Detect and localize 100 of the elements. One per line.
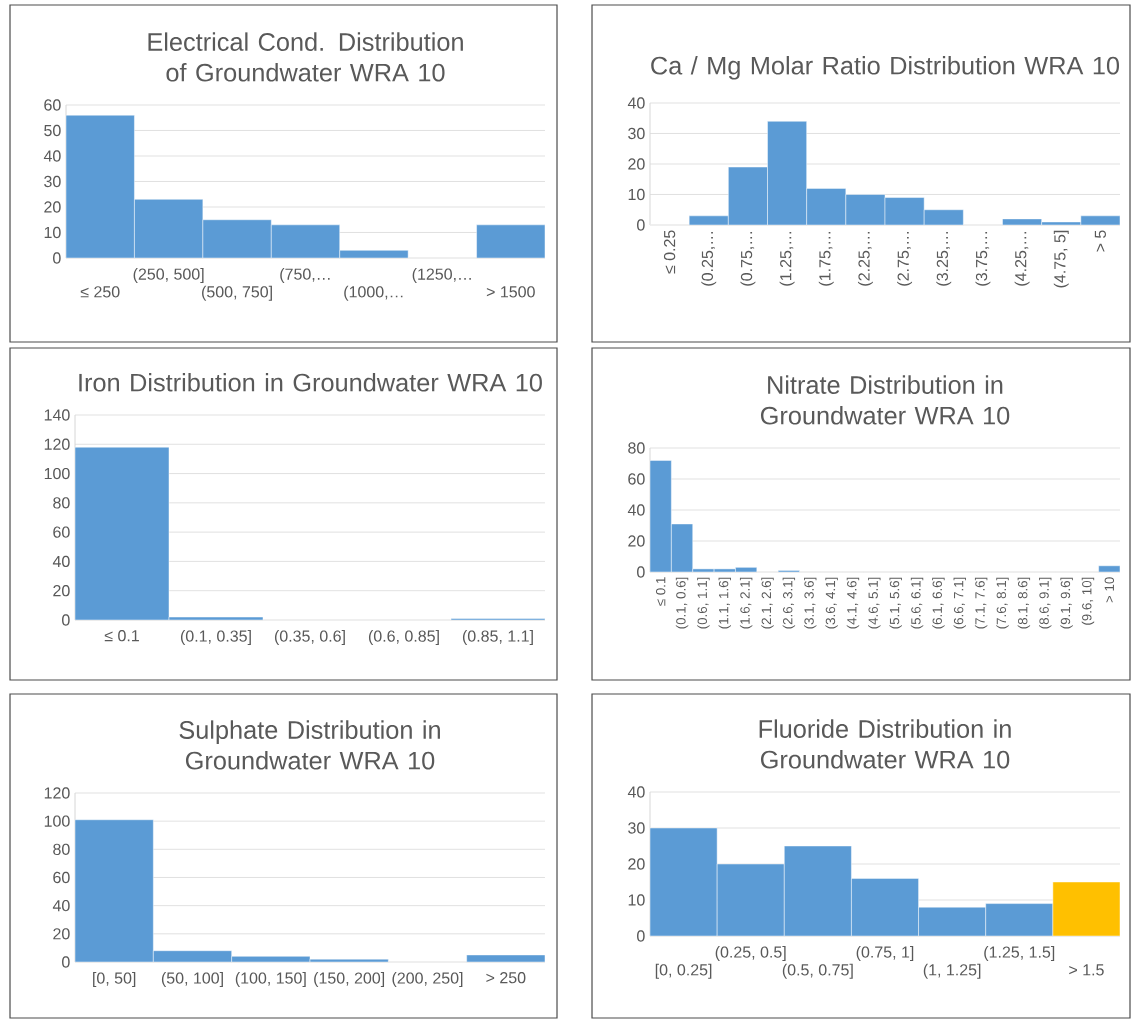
x-tick-label: ≤ 250 xyxy=(80,286,120,298)
chart-title: Electrical Cond. Distribution of Groundwater WRA 10 xyxy=(148,32,463,82)
x-tick-label: (3.6, 4.1] xyxy=(825,577,838,629)
y-tick-label: 100 xyxy=(44,815,70,827)
y-tick-label: 60 xyxy=(53,526,70,538)
x-tick-label: [0, 50] xyxy=(93,972,136,987)
x-tick-label: (0.75, 1] xyxy=(856,946,914,961)
chart-title: Nitrate Distribution in Groundwater WRA 10 xyxy=(760,375,1010,425)
y-tick-label: 20 xyxy=(628,858,645,870)
x-tick-label: (4.1, 4.6] xyxy=(846,577,860,629)
x-tick-label: (2.25,… xyxy=(857,231,873,286)
y-tick-label: 0 xyxy=(637,566,645,578)
x-tick-label: (9.6, 10] xyxy=(1081,577,1095,625)
x-tick-label: (2.75,… xyxy=(897,231,913,286)
x-tick-label: (1250,… xyxy=(412,268,471,283)
y-tick-label: 0 xyxy=(637,219,645,231)
y-tick-label: 0 xyxy=(62,614,70,626)
x-tick-label: (250, 500] xyxy=(133,268,204,283)
y-tick-label: 20 xyxy=(53,585,70,597)
y-tick-label: 80 xyxy=(53,843,70,855)
y-tick-label: 0 xyxy=(637,930,645,942)
y-tick-label: 60 xyxy=(53,871,70,884)
x-tick-label: (50, 100] xyxy=(161,972,223,987)
y-tick-label: 40 xyxy=(627,786,645,798)
x-tick-label: (0.5, 0.75] xyxy=(782,963,853,979)
x-tick-label: [0, 0.25] xyxy=(655,963,712,979)
x-tick-label: (1, 1.25] xyxy=(923,963,981,979)
x-tick-label: (4.6, 5.1] xyxy=(868,577,881,629)
x-tick-label: > 1500 xyxy=(486,286,535,298)
y-tick-label: 10 xyxy=(44,226,61,239)
x-tick-label: (0.35, 0.6] xyxy=(274,630,345,645)
x-tick-label: (2.6, 3.1] xyxy=(782,577,796,629)
y-tick-label: 20 xyxy=(53,928,70,940)
x-tick-label: (7.1, 7.6] xyxy=(974,577,988,629)
x-tick-label: (6.1, 6.6] xyxy=(932,577,945,629)
y-tick-label: 140 xyxy=(44,409,70,421)
x-tick-label: ≤ 0.25 xyxy=(663,230,676,274)
x-tick-label: (0.1, 0.35] xyxy=(180,630,251,645)
x-tick-label: (1.75,… xyxy=(818,231,834,286)
x-tick-label: > 1.5 xyxy=(1069,964,1104,976)
y-tick-label: 40 xyxy=(627,504,645,516)
x-tick-label: (8.1, 8.6] xyxy=(1017,577,1031,629)
x-tick-label: > 5 xyxy=(1094,230,1106,252)
x-tick-label: (750,… xyxy=(280,268,330,283)
x-tick-label: (1.25,… xyxy=(779,231,795,286)
y-tick-label: 40 xyxy=(52,899,70,912)
y-tick-label: 50 xyxy=(44,124,61,137)
x-tick-label: (8.6, 9.1] xyxy=(1039,577,1052,629)
y-tick-label: 100 xyxy=(44,467,70,480)
y-tick-label: 30 xyxy=(44,175,61,188)
x-tick-label: (2.1, 2.6] xyxy=(761,577,774,629)
x-tick-label: (0.6, 0.85] xyxy=(368,630,439,645)
x-tick-label: (9.1, 9.6] xyxy=(1060,577,1073,629)
x-tick-label: ≤ 0.1 xyxy=(655,577,666,606)
x-tick-label: > 10 xyxy=(1104,577,1115,603)
x-tick-label: (1.6, 2.1] xyxy=(739,577,753,629)
y-tick-label: 40 xyxy=(52,555,70,568)
chart-title: Iron Distribution in Groundwater WRA 10 xyxy=(79,373,542,392)
x-tick-label: (0.75,… xyxy=(740,231,756,286)
y-tick-label: 10 xyxy=(628,188,645,201)
x-tick-label: (100, 150] xyxy=(235,972,306,987)
x-tick-label: (1.25, 1.5] xyxy=(984,946,1055,961)
x-tick-label: (5.6, 6.1] xyxy=(910,577,924,629)
y-tick-label: 20 xyxy=(44,201,61,213)
y-tick-label: 40 xyxy=(627,97,645,109)
chart-title: Fluoride Distribution in Groundwater WRA 10 xyxy=(759,719,1011,769)
x-tick-label: (1.1, 1.6] xyxy=(718,577,731,629)
y-tick-label: 60 xyxy=(628,473,645,485)
x-tick-label: (6.6, 7.1] xyxy=(953,577,966,629)
y-tick-label: 120 xyxy=(44,787,70,799)
x-tick-label: (150, 200] xyxy=(314,972,385,987)
x-tick-label: (3.1, 3.6] xyxy=(804,577,817,629)
x-tick-label: (7.6, 8.1] xyxy=(996,577,1009,629)
x-tick-label: (4.25,… xyxy=(1014,231,1030,286)
x-tick-label: (0.85, 1.1] xyxy=(462,630,533,645)
x-tick-label: (0.1, 0.6] xyxy=(675,577,689,629)
y-tick-label: 10 xyxy=(628,894,645,906)
chart-title: Ca / Mg Molar Ratio Distribution WRA 10 xyxy=(651,56,1120,80)
y-tick-label: 30 xyxy=(628,127,645,140)
chart-title: Sulphate Distribution in Groundwater WRA 10 xyxy=(179,720,440,770)
x-tick-label: (500, 750] xyxy=(202,285,272,301)
x-tick-label: (1000,… xyxy=(344,285,403,301)
x-tick-label: (3.25,… xyxy=(936,231,952,286)
x-tick-label: (0.25,… xyxy=(701,231,717,286)
y-tick-label: 60 xyxy=(44,99,61,111)
y-tick-label: 80 xyxy=(53,497,70,509)
x-tick-label: (0.25, 0.5] xyxy=(715,946,786,961)
x-tick-label: > 250 xyxy=(486,972,526,984)
x-tick-label: (5.1, 5.6] xyxy=(889,577,902,629)
x-tick-label: ≤ 0.1 xyxy=(104,630,139,642)
y-tick-label: 0 xyxy=(62,956,70,968)
y-tick-label: 40 xyxy=(43,150,61,162)
x-tick-label: (200, 250] xyxy=(392,972,463,987)
y-tick-label: 20 xyxy=(628,535,645,547)
x-tick-label: (3.75,… xyxy=(975,231,991,286)
x-tick-label: (4.75, 5] xyxy=(1053,230,1069,288)
y-tick-label: 80 xyxy=(628,442,645,454)
y-tick-label: 120 xyxy=(44,438,70,450)
y-tick-label: 0 xyxy=(53,252,61,264)
y-tick-label: 30 xyxy=(628,822,645,834)
